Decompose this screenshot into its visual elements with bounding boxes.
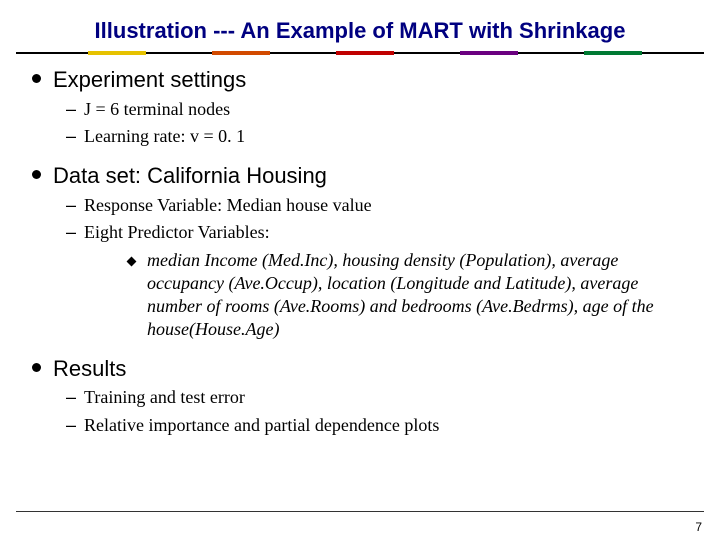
- sublist-item: median Income (Med.Inc), housing density…: [128, 249, 692, 341]
- list-item-text: Relative importance and partial dependen…: [84, 414, 439, 437]
- section-heading: Data set: California Housing: [53, 162, 327, 190]
- divider-segment: [212, 51, 270, 55]
- list-item: – J = 6 terminal nodes: [66, 98, 692, 121]
- list-item: – Eight Predictor Variables:: [66, 221, 692, 244]
- sublist-item-text: median Income (Med.Inc), housing density…: [147, 249, 692, 341]
- list-item-text: Training and test error: [84, 386, 245, 409]
- footer-divider: [16, 511, 704, 512]
- section-results: Results: [32, 355, 692, 383]
- list-item-text: Response Variable: Median house value: [84, 194, 372, 217]
- slide: Illustration --- An Example of MART with…: [0, 0, 720, 540]
- list-item-text: Learning rate: v = 0. 1: [84, 125, 245, 148]
- title-divider: [16, 50, 704, 56]
- page-number: 7: [695, 520, 702, 534]
- dash-icon: –: [66, 414, 76, 437]
- divider-segment: [460, 51, 518, 55]
- list-item: – Relative importance and partial depend…: [66, 414, 692, 437]
- bullet-icon: [32, 170, 41, 179]
- slide-content: Experiment settings – J = 6 terminal nod…: [28, 66, 692, 437]
- list-item: – Training and test error: [66, 386, 692, 409]
- list-item-text: J = 6 terminal nodes: [84, 98, 230, 121]
- list-item: – Response Variable: Median house value: [66, 194, 692, 217]
- divider-segment: [336, 51, 394, 55]
- dash-icon: –: [66, 221, 76, 244]
- list-item: – Learning rate: v = 0. 1: [66, 125, 692, 148]
- bullet-icon: [32, 74, 41, 83]
- section-dataset: Data set: California Housing: [32, 162, 692, 190]
- dash-icon: –: [66, 194, 76, 217]
- section-experiment: Experiment settings: [32, 66, 692, 94]
- diamond-icon: [127, 256, 137, 266]
- dash-icon: –: [66, 125, 76, 148]
- divider-segment: [584, 51, 642, 55]
- bullet-icon: [32, 363, 41, 372]
- dash-icon: –: [66, 386, 76, 409]
- dash-icon: –: [66, 98, 76, 121]
- divider-segment: [88, 51, 146, 55]
- section-heading: Results: [53, 355, 126, 383]
- slide-title: Illustration --- An Example of MART with…: [28, 18, 692, 50]
- list-item-text: Eight Predictor Variables:: [84, 221, 270, 244]
- section-heading: Experiment settings: [53, 66, 246, 94]
